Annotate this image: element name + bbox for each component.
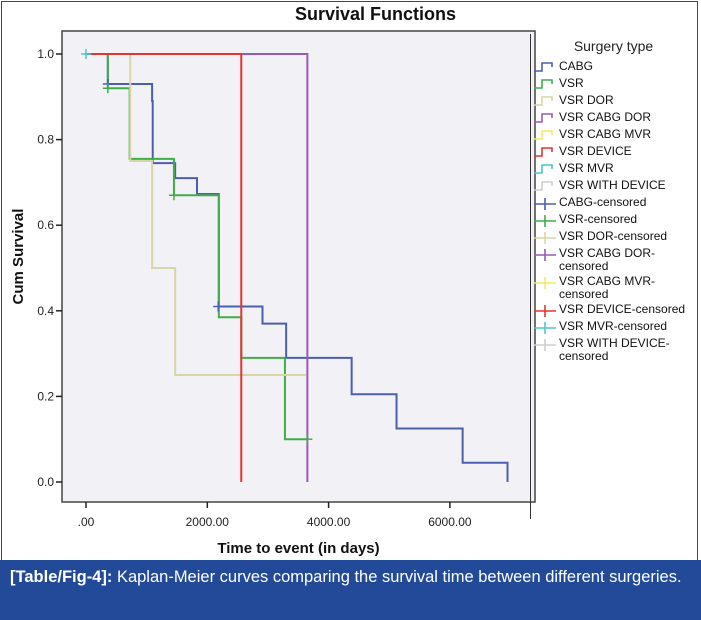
y-tick-label: 0.6 — [37, 218, 54, 232]
legend-censor-swatch-icon — [534, 339, 556, 351]
legend-censor-swatch-icon — [534, 198, 556, 210]
legend-step-swatch-icon — [534, 96, 553, 106]
plot-area — [61, 30, 536, 503]
legend-items: CABG VSR VSR DOR VSR CABG DOR VSR CABG MVR VS… — [531, 60, 696, 363]
legend-step-swatch-icon — [534, 130, 553, 140]
legend-step-swatch-icon — [534, 147, 553, 157]
legend-item: VSR MVR-censored — [531, 320, 696, 335]
legend-item: VSR MVR — [531, 162, 696, 177]
legend-item: VSR CABG DOR-censored — [531, 247, 696, 273]
x-axis-label: Time to event (in days) — [217, 540, 379, 557]
y-tick-label: 0.4 — [37, 304, 54, 318]
legend-label: VSR MVR-censored — [559, 319, 668, 333]
legend-step-swatch-icon — [534, 113, 553, 123]
legend-label: VSR DOR — [559, 93, 614, 107]
legend-label: VSR CABG MVR — [559, 127, 652, 141]
y-tick-label: 0.2 — [37, 389, 54, 403]
legend-step-swatch-icon — [534, 164, 553, 174]
legend-item: VSR CABG DOR — [531, 111, 696, 126]
y-axis-label: Cum Survival — [10, 209, 27, 305]
legend-censor-swatch-icon — [534, 232, 556, 244]
x-tick-label: .00 — [78, 515, 95, 529]
legend: Surgery type CABG VSR VSR DOR VSR CABG DOR V… — [530, 34, 696, 519]
legend-label: VSR WITH DEVICE-censored — [559, 336, 670, 363]
chart-title: Survival Functions — [294, 4, 457, 24]
y-tick-label: 0.8 — [37, 133, 54, 147]
legend-label: VSR MVR — [559, 161, 614, 175]
legend-label: VSR — [559, 76, 584, 90]
series-line-vsr-device — [86, 53, 243, 482]
legend-censor-swatch-icon — [534, 215, 556, 227]
series-line-vsr-dor — [86, 53, 307, 376]
legend-label: VSR CABG MVR-censored — [559, 274, 656, 301]
legend-label: VSR DEVICE — [559, 144, 632, 158]
legend-item: VSR — [531, 77, 696, 92]
km-plot: 0.0 0.2 0.4 0.6 0.8 1.0 .00 2000.00 4000.00 6000.… — [10, 30, 536, 557]
legend-title: Surgery type — [573, 38, 654, 54]
legend-item: CABG — [531, 60, 696, 75]
legend-item: VSR DOR-censored — [531, 230, 696, 245]
legend-step-swatch-icon — [534, 79, 553, 89]
legend-item: VSR CABG MVR — [531, 128, 696, 143]
caption-label: [Table/Fig-4]: — [10, 568, 113, 586]
y-tick-label: 0.0 — [37, 475, 54, 489]
legend-step-swatch-icon — [534, 181, 553, 191]
y-tick-label: 1.0 — [37, 47, 54, 61]
legend-censor-swatch-icon — [534, 249, 556, 261]
legend-item: VSR CABG MVR-censored — [531, 275, 696, 301]
caption-text: Kaplan-Meier curves comparing the surviv… — [112, 568, 682, 586]
legend-label: VSR CABG DOR-censored — [559, 246, 656, 273]
legend-label: VSR DEVICE-censored — [559, 302, 686, 316]
x-tick-label: 4000.00 — [307, 515, 351, 529]
legend-item: VSR DEVICE — [531, 145, 696, 160]
x-tick-label: 2000.00 — [186, 515, 230, 529]
legend-censor-swatch-icon — [534, 305, 556, 317]
legend-label: VSR-censored — [559, 212, 638, 226]
legend-label: CABG — [559, 59, 594, 73]
legend-label: VSR WITH DEVICE — [559, 178, 666, 192]
legend-item: VSR DOR — [531, 94, 696, 109]
legend-label: VSR CABG DOR — [559, 110, 652, 124]
legend-label: VSR DOR-censored — [559, 229, 668, 243]
figure-caption: [Table/Fig-4]: Kaplan-Meier curves compa… — [0, 560, 701, 620]
legend-label: CABG-censored — [559, 195, 647, 209]
legend-item: VSR WITH DEVICE — [531, 179, 696, 194]
legend-item: VSR DEVICE-censored — [531, 303, 696, 318]
legend-censor-swatch-icon — [534, 322, 556, 334]
legend-item: VSR-censored — [531, 213, 696, 228]
legend-item: VSR WITH DEVICE-censored — [531, 337, 696, 363]
legend-item: CABG-censored — [531, 196, 696, 211]
legend-step-swatch-icon — [534, 62, 553, 72]
legend-censor-swatch-icon — [534, 277, 556, 289]
x-tick-label: 6000.00 — [428, 515, 472, 529]
